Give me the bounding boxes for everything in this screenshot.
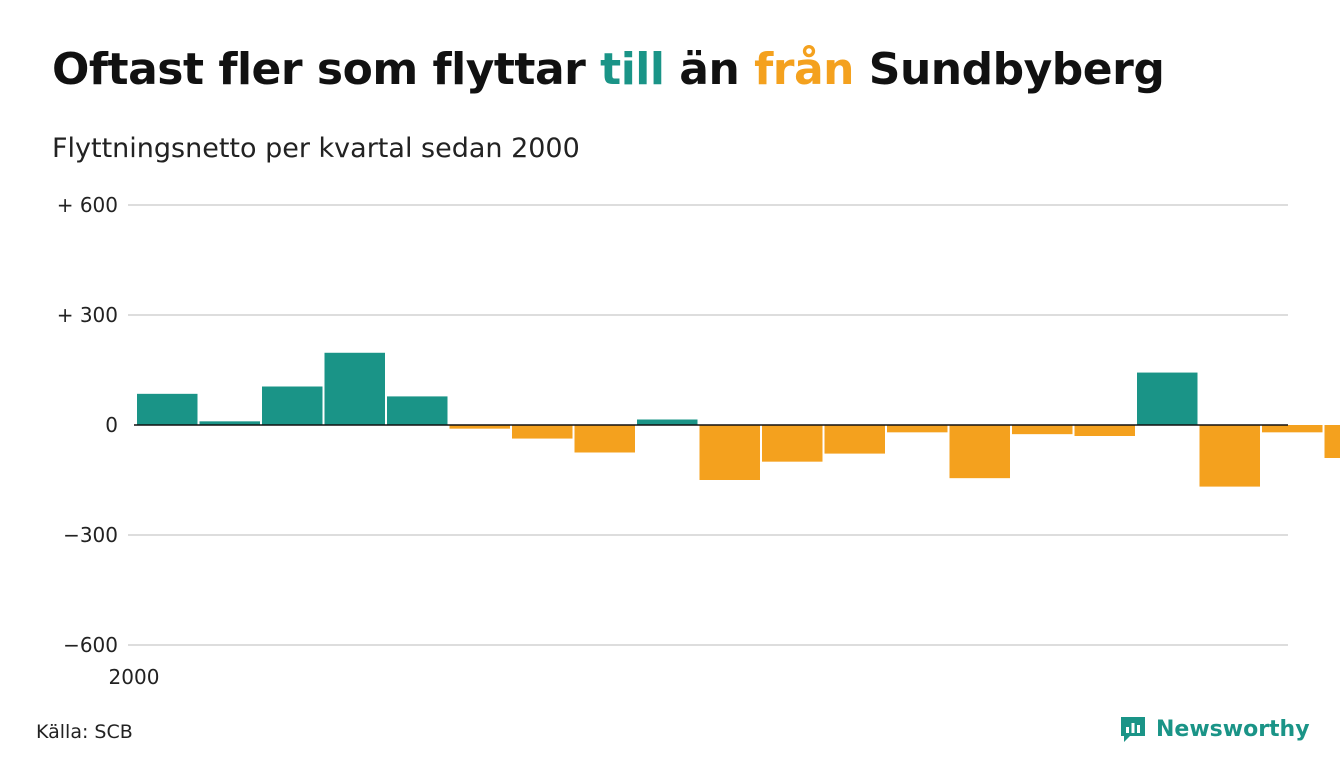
- bars: [137, 352, 1340, 487]
- bar: [137, 393, 198, 425]
- bar: [1262, 425, 1323, 433]
- grid-lines: [128, 204, 1288, 646]
- bar: [1324, 425, 1340, 458]
- x-tick-label: 2000: [109, 665, 160, 689]
- x-axis-labels: 20002005201020152020: [109, 665, 160, 689]
- title-till-highlight: till: [600, 44, 665, 95]
- chart-title: Oftast fler som flyttar till än från Sun…: [52, 44, 1165, 95]
- bar: [449, 425, 510, 429]
- bar: [762, 425, 823, 462]
- y-tick-label: 0: [105, 413, 118, 437]
- title-part-2: än: [664, 44, 755, 95]
- y-tick-label: + 600: [57, 193, 118, 217]
- y-tick-label: −300: [63, 523, 118, 547]
- newsworthy-logo: Newsworthy: [1118, 714, 1310, 744]
- bar: [1074, 425, 1135, 436]
- bar: [574, 425, 635, 453]
- bar: [887, 425, 948, 433]
- bar: [637, 419, 698, 425]
- title-part-1: Oftast fler som flyttar: [52, 44, 601, 95]
- newsworthy-logo-icon: [1121, 717, 1145, 742]
- source-note: Källa: SCB: [36, 721, 133, 743]
- bar: [949, 425, 1010, 479]
- bar: [699, 425, 760, 480]
- title-fran-highlight: från: [754, 44, 854, 95]
- bar: [387, 396, 448, 425]
- bar: [324, 352, 385, 425]
- chart-subtitle: Flyttningsnetto per kvartal sedan 2000: [52, 133, 580, 164]
- bar: [262, 386, 323, 425]
- y-tick-label: −600: [63, 633, 118, 657]
- y-tick-label: + 300: [57, 303, 118, 327]
- bar: [199, 421, 260, 425]
- y-axis-labels: + 600 + 300 0 −300 −600: [57, 193, 118, 657]
- brand-name: Newsworthy: [1156, 716, 1310, 742]
- bar: [1199, 425, 1260, 487]
- bar: [512, 425, 573, 439]
- bar: [824, 425, 885, 454]
- bar: [1012, 425, 1073, 435]
- title-part-3: Sundbyberg: [853, 44, 1165, 95]
- bar: [1137, 372, 1198, 425]
